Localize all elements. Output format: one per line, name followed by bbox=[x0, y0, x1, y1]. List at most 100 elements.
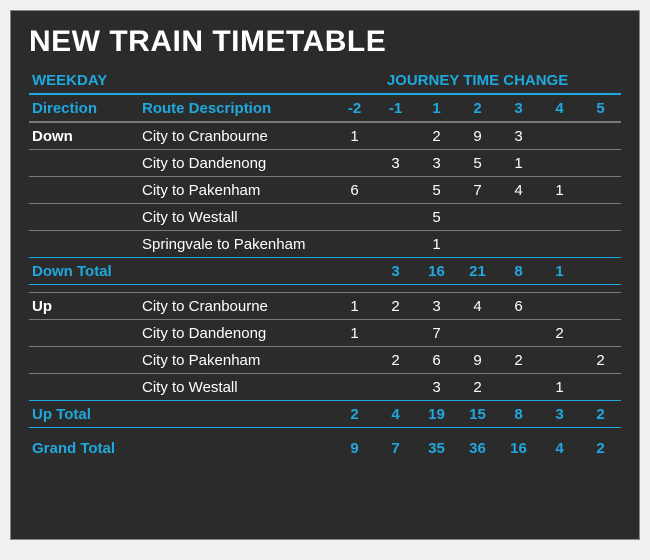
section-header-right: Journey Time Change bbox=[334, 67, 621, 94]
value-cell bbox=[375, 231, 416, 258]
value-cell bbox=[580, 374, 621, 401]
value-cell bbox=[375, 320, 416, 347]
value-cell bbox=[539, 122, 580, 150]
group-total-value: 16 bbox=[416, 258, 457, 285]
value-cell: 5 bbox=[416, 204, 457, 231]
value-cell bbox=[580, 204, 621, 231]
group-total-value: 19 bbox=[416, 401, 457, 428]
group-total-label: Up Total bbox=[29, 401, 334, 428]
route-description: City to Dandenong bbox=[139, 320, 334, 347]
value-cell bbox=[334, 231, 375, 258]
value-cell: 3 bbox=[498, 122, 539, 150]
value-cell bbox=[334, 374, 375, 401]
value-cell bbox=[539, 150, 580, 177]
value-cell: 2 bbox=[457, 374, 498, 401]
value-cell: 1 bbox=[498, 150, 539, 177]
group-total-value bbox=[334, 258, 375, 285]
value-cell: 9 bbox=[457, 347, 498, 374]
route-description: City to Cranbourne bbox=[139, 293, 334, 320]
value-cell bbox=[457, 231, 498, 258]
route-description: City to Westall bbox=[139, 204, 334, 231]
value-cell bbox=[334, 347, 375, 374]
col-change: 2 bbox=[457, 94, 498, 122]
group-total-value: 3 bbox=[539, 401, 580, 428]
direction-label: Down bbox=[29, 122, 139, 150]
grand-total-value: 16 bbox=[498, 436, 539, 462]
value-cell bbox=[375, 177, 416, 204]
direction-label bbox=[29, 347, 139, 374]
value-cell bbox=[498, 320, 539, 347]
value-cell: 3 bbox=[375, 150, 416, 177]
col-change: 4 bbox=[539, 94, 580, 122]
value-cell: 1 bbox=[416, 231, 457, 258]
value-cell: 7 bbox=[457, 177, 498, 204]
grand-total-value: 9 bbox=[334, 436, 375, 462]
value-cell: 6 bbox=[416, 347, 457, 374]
col-route: Route Description bbox=[139, 94, 334, 122]
value-cell bbox=[498, 204, 539, 231]
route-description: City to Westall bbox=[139, 374, 334, 401]
value-cell bbox=[580, 293, 621, 320]
grand-total-label: Grand Total bbox=[29, 436, 334, 462]
value-cell: 2 bbox=[416, 122, 457, 150]
value-cell bbox=[580, 150, 621, 177]
direction-label: Up bbox=[29, 293, 139, 320]
group-total-value: 2 bbox=[580, 401, 621, 428]
grand-total-value: 36 bbox=[457, 436, 498, 462]
value-cell bbox=[498, 374, 539, 401]
group-total-value: 1 bbox=[539, 258, 580, 285]
col-change: 3 bbox=[498, 94, 539, 122]
value-cell: 2 bbox=[498, 347, 539, 374]
value-cell: 2 bbox=[375, 347, 416, 374]
route-description: City to Dandenong bbox=[139, 150, 334, 177]
value-cell bbox=[580, 231, 621, 258]
value-cell bbox=[334, 150, 375, 177]
value-cell: 4 bbox=[457, 293, 498, 320]
value-cell bbox=[457, 320, 498, 347]
value-cell bbox=[539, 204, 580, 231]
value-cell bbox=[539, 347, 580, 374]
direction-label bbox=[29, 204, 139, 231]
direction-label bbox=[29, 320, 139, 347]
route-description: City to Pakenham bbox=[139, 177, 334, 204]
value-cell bbox=[375, 374, 416, 401]
group-total-value: 4 bbox=[375, 401, 416, 428]
value-cell: 7 bbox=[416, 320, 457, 347]
value-cell: 4 bbox=[498, 177, 539, 204]
col-change: -2 bbox=[334, 94, 375, 122]
value-cell: 5 bbox=[416, 177, 457, 204]
group-total-value: 2 bbox=[334, 401, 375, 428]
route-description: Springvale to Pakenham bbox=[139, 231, 334, 258]
value-cell bbox=[334, 204, 375, 231]
value-cell: 6 bbox=[334, 177, 375, 204]
group-total-value: 8 bbox=[498, 401, 539, 428]
value-cell: 5 bbox=[457, 150, 498, 177]
value-cell bbox=[580, 122, 621, 150]
timetable-panel: NEW TRAIN TIMETABLE WeekdayJourney Time … bbox=[10, 10, 640, 540]
value-cell: 2 bbox=[580, 347, 621, 374]
value-cell bbox=[457, 204, 498, 231]
route-description: City to Pakenham bbox=[139, 347, 334, 374]
direction-label bbox=[29, 231, 139, 258]
col-change: 5 bbox=[580, 94, 621, 122]
direction-label bbox=[29, 374, 139, 401]
value-cell: 1 bbox=[334, 293, 375, 320]
timetable-table: WeekdayJourney Time ChangeDirectionRoute… bbox=[29, 67, 621, 462]
value-cell bbox=[375, 204, 416, 231]
group-total-value: 8 bbox=[498, 258, 539, 285]
value-cell bbox=[498, 231, 539, 258]
group-total-value: 21 bbox=[457, 258, 498, 285]
grand-total-value: 2 bbox=[580, 436, 621, 462]
col-change: 1 bbox=[416, 94, 457, 122]
group-total-value: 3 bbox=[375, 258, 416, 285]
value-cell bbox=[539, 293, 580, 320]
group-total-value bbox=[580, 258, 621, 285]
value-cell: 1 bbox=[334, 320, 375, 347]
value-cell bbox=[580, 320, 621, 347]
value-cell: 2 bbox=[375, 293, 416, 320]
route-description: City to Cranbourne bbox=[139, 122, 334, 150]
section-header-left: Weekday bbox=[29, 67, 334, 94]
direction-label bbox=[29, 177, 139, 204]
col-change: -1 bbox=[375, 94, 416, 122]
value-cell: 3 bbox=[416, 293, 457, 320]
